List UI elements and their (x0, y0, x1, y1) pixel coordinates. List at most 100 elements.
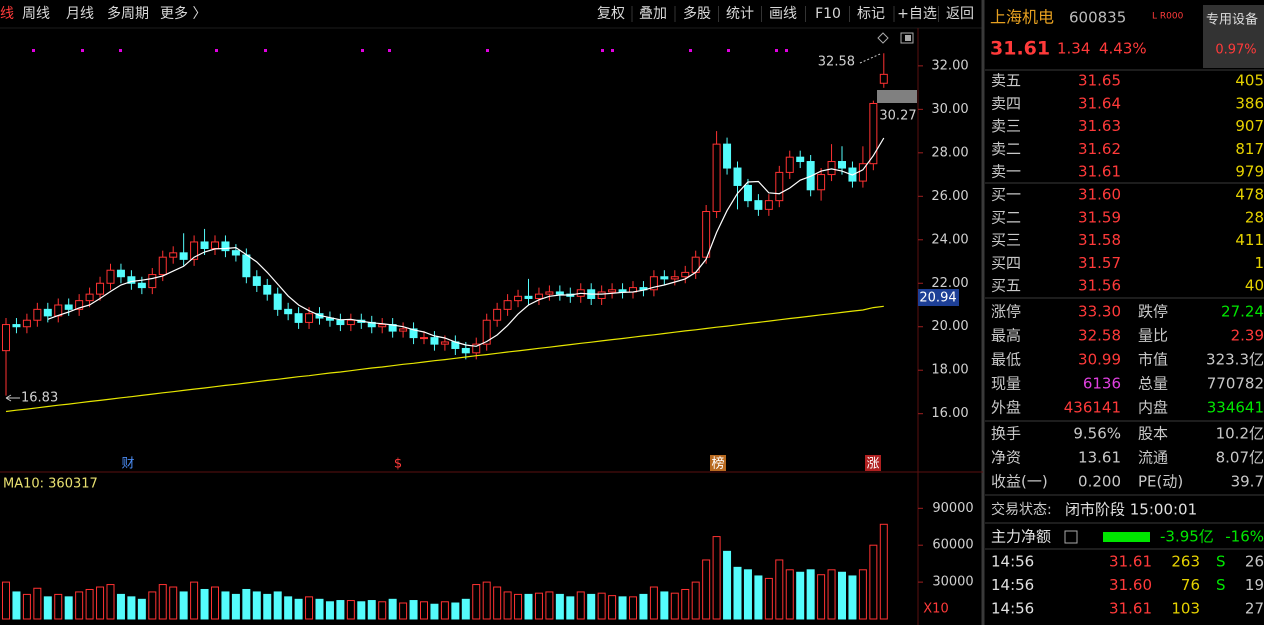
candle-body (221, 241, 230, 252)
volume-bar (534, 592, 543, 620)
candle-body (96, 282, 105, 295)
sector-box[interactable] (1203, 5, 1264, 68)
stat-value: 6136 (1083, 375, 1121, 393)
event-marker-bg (865, 455, 881, 471)
book-label: 卖四 (991, 94, 1021, 112)
candle-body (378, 324, 387, 328)
volume-bar (409, 600, 418, 620)
stat-label: 市值 (1138, 351, 1168, 369)
candle-body (294, 313, 303, 323)
volume-bar (75, 591, 84, 620)
candle-body (858, 163, 867, 182)
y-tick-label: 26.00 (931, 189, 968, 204)
window-icon[interactable] (900, 32, 914, 44)
volume-bar (838, 571, 846, 620)
event-marker[interactable]: 财 (121, 457, 134, 472)
toolbar-item[interactable]: 画线 (769, 6, 797, 22)
volume-bar (263, 593, 272, 620)
candle-body (64, 304, 73, 310)
event-marker[interactable]: $ (394, 457, 402, 472)
volume-bar (378, 601, 387, 620)
volume-bar (629, 596, 637, 620)
stat-label: 收益(一) (991, 473, 1048, 491)
volume-title: MA10: 360317 (3, 477, 98, 492)
toolbar-item[interactable]: +自选 (897, 6, 937, 22)
volume-bar (336, 600, 345, 620)
stat-value: 436141 (1064, 399, 1121, 417)
stat-value: 334641 (1207, 399, 1264, 417)
high-label: 32.58 (818, 55, 855, 70)
stat-value: 13.61 (1078, 449, 1121, 467)
tick-time: 14:56 (991, 553, 1034, 571)
stock-name: 上海机电 (990, 8, 1054, 27)
toolbar-item[interactable]: 更多 〉 (160, 5, 206, 22)
toolbar-item[interactable]: F10 (815, 6, 841, 22)
candle-body (712, 143, 721, 213)
event-marker[interactable]: 榜 (711, 456, 724, 472)
candle-body (273, 293, 282, 310)
y-tick-label: 16.00 (931, 406, 968, 421)
volume-bar (137, 598, 146, 620)
stat-label: 跌停 (1138, 303, 1168, 321)
volume-bar (242, 588, 251, 620)
toolbar-item[interactable]: 多股 (683, 5, 711, 22)
book-price: 31.60 (1078, 186, 1121, 204)
event-marker-bg (710, 455, 726, 471)
candle-body (231, 250, 240, 256)
book-volume: 979 (1235, 163, 1264, 181)
diamond-icon[interactable] (877, 32, 889, 44)
candle-body (503, 300, 512, 310)
toolbar-item[interactable]: 叠加 (639, 6, 667, 22)
toolbar-item[interactable]: 月线 (66, 6, 94, 22)
toolbar-item[interactable]: 标记 (857, 6, 885, 22)
status: 闭市阶段 15:00:01 (1065, 501, 1197, 519)
flow-label: 主力净额 (991, 528, 1051, 546)
event-marker[interactable]: 涨 (866, 457, 879, 472)
volume-bar (221, 591, 230, 620)
close-label: 30.27 (879, 109, 916, 124)
volume-bar (315, 598, 324, 620)
candle-body (116, 269, 125, 278)
volume-bar (127, 596, 136, 620)
toolbar-item[interactable]: 统计 (726, 6, 754, 22)
candle-body (346, 319, 355, 326)
y-tick-label: 30.00 (931, 102, 968, 117)
book-label: 买三 (991, 231, 1021, 249)
volume-bar (461, 598, 470, 620)
volume-bar (399, 602, 408, 620)
candle-body (838, 161, 846, 169)
book-price: 31.64 (1078, 94, 1121, 112)
flow-icon[interactable] (1064, 530, 1078, 544)
stat-value: 39.7 (1231, 473, 1264, 491)
toolbar-item[interactable]: 多周期 (107, 5, 149, 22)
book-volume: 1 (1254, 254, 1264, 272)
sector[interactable]: 专用设备 (1206, 12, 1258, 28)
flow-value: -3.95亿 (1160, 528, 1214, 546)
y-tick-label: 18.00 (931, 363, 968, 378)
volume-bar (618, 596, 627, 620)
book-label: 卖三 (991, 117, 1021, 135)
volume-bar (325, 601, 334, 620)
volume-bar (681, 588, 690, 620)
candle-body (534, 293, 543, 299)
volume-bar (764, 577, 773, 620)
candle-body (200, 241, 209, 249)
volume-bar (660, 591, 669, 620)
book-price: 31.65 (1078, 72, 1121, 90)
flow-pct: -16% (1225, 528, 1264, 546)
candle-body (796, 156, 805, 163)
stat-label: 量比 (1138, 327, 1168, 345)
candle-body (22, 319, 31, 328)
toolbar-item[interactable]: 周线 (22, 6, 50, 22)
volume-bar (597, 592, 606, 620)
toolbar-item[interactable]: 返回 (946, 6, 974, 22)
volume-bar (158, 584, 167, 620)
stat-label: 最高 (991, 327, 1021, 345)
candle-body (127, 276, 136, 284)
ma-value-label: 20.94 (919, 291, 956, 306)
toolbar-item[interactable]: 线 (0, 6, 14, 22)
candle-body (869, 102, 878, 165)
candle-body (514, 295, 523, 302)
toolbar-item[interactable]: 复权 (597, 5, 625, 22)
volume-bar (472, 584, 481, 620)
